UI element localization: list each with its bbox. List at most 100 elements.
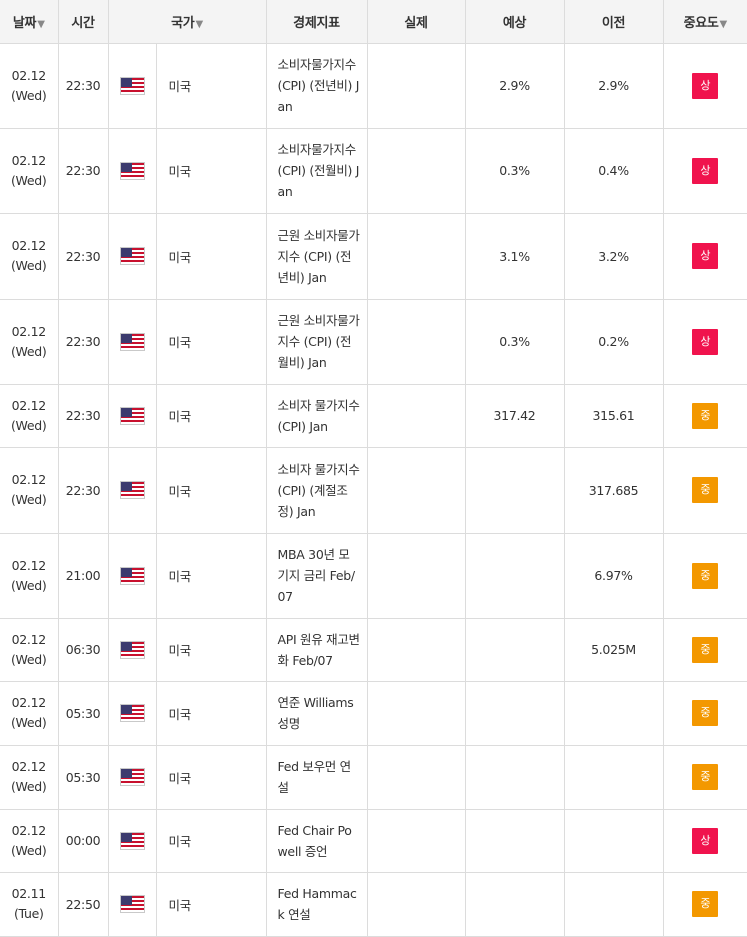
indicator-cell[interactable]: 소비자 물가지수(CPI) Jan — [265, 383, 368, 448]
event-time: 22:30 — [65, 334, 101, 349]
forecast-cell — [464, 680, 565, 746]
event-date: 02.11 — [11, 886, 47, 901]
table-row[interactable]: 02.12 (Wed) 21:00 미국 MBA 30년 모기지 금리 Feb/07 6.… — [0, 532, 747, 619]
indicator-cell[interactable]: 연준 Williams 성명 — [265, 680, 368, 746]
indicator-name[interactable]: Fed Hammack 연설 — [277, 886, 357, 922]
table-row[interactable]: 02.12 (Wed) 22:30 미국 근원 소비자물가지수 (CPI) (전월비) … — [0, 298, 747, 385]
table-row[interactable]: 02.12 (Wed) 22:30 미국 소비자물가지수 (CPI) (전년비) Jan… — [0, 42, 747, 129]
time-cell: 06:30 — [57, 617, 109, 682]
event-time: 06:30 — [65, 642, 101, 657]
date-column-header[interactable]: 날짜▼ — [0, 0, 59, 44]
time-cell: 22:30 — [57, 298, 109, 385]
importance-cell: 중 — [662, 617, 747, 682]
indicator-name[interactable]: API 원유 재고변화 Feb/07 — [277, 631, 361, 668]
table-row[interactable]: 02.12 (Wed) 22:30 미국 근원 소비자물가지수 (CPI) (전년비) … — [0, 212, 747, 300]
indicator-name[interactable]: 소비자 물가지수(CPI) (계절조정) Jan — [277, 461, 360, 519]
importance-column-header[interactable]: 중요도▼ — [662, 0, 747, 44]
table-row[interactable]: 02.12 (Wed) 06:30 미국 API 원유 재고변화 Feb/07 5.025… — [0, 617, 747, 682]
event-time: 21:00 — [65, 568, 101, 583]
indicator-name[interactable]: 소비자 물가지수(CPI) Jan — [277, 397, 360, 434]
indicator-cell[interactable]: 근원 소비자물가지수 (CPI) (전월비) Jan — [265, 298, 368, 385]
time-cell: 22:30 — [57, 446, 109, 534]
indicator-name[interactable]: MBA 30년 모기지 금리 Feb/07 — [277, 547, 356, 604]
table-row[interactable]: 02.12 (Wed) 05:30 미국 연준 Williams 성명 중 — [0, 680, 747, 746]
time-cell: 21:00 — [57, 532, 109, 619]
flag-cell — [107, 744, 157, 810]
indicator-name[interactable]: 소비자물가지수 (CPI) (전년비) Jan — [277, 57, 360, 114]
us-flag-icon — [119, 161, 145, 180]
indicator-cell[interactable]: 소비자 물가지수(CPI) (계절조정) Jan — [265, 446, 368, 534]
table-row[interactable]: 02.12 (Wed) 22:30 미국 소비자 물가지수(CPI) Jan 317.42… — [0, 383, 747, 448]
previous-cell — [563, 871, 664, 937]
importance-cell: 상 — [662, 808, 747, 873]
previous-cell: 5.025M — [563, 617, 664, 682]
event-date: 02.12 — [11, 472, 47, 487]
date-header-label: 날짜 — [12, 15, 37, 31]
event-date: 02.12 — [11, 238, 47, 253]
table-row[interactable]: 02.12 (Wed) 05:30 미국 Fed 보우먼 연설 중 — [0, 744, 747, 810]
event-weekday: (Wed) — [10, 779, 47, 794]
importance-badge: 중 — [692, 764, 719, 790]
event-weekday: (Wed) — [10, 842, 47, 858]
forecast-cell: 317.42 — [464, 383, 565, 448]
importance-cell: 중 — [662, 744, 747, 810]
us-flag-icon — [119, 481, 145, 499]
indicator-cell[interactable]: MBA 30년 모기지 금리 Feb/07 — [265, 532, 368, 619]
us-flag-icon — [119, 895, 145, 913]
event-date: 02.12 — [11, 822, 47, 838]
previous-header-label: 이전 — [601, 15, 626, 31]
indicator-column-header: 경제지표 — [265, 0, 368, 44]
sort-down-icon[interactable]: ▼ — [37, 18, 45, 30]
table-row[interactable]: 02.12 (Wed) 00:00 미국 Fed Chair Powell 증언 상 — [0, 808, 747, 873]
us-flag-icon — [119, 704, 145, 722]
forecast-value: 317.42 — [493, 408, 536, 423]
indicator-cell[interactable]: Fed Hammack 연설 — [265, 871, 368, 937]
previous-value: 5.025M — [591, 642, 636, 657]
indicator-cell[interactable]: API 원유 재고변화 Feb/07 — [265, 617, 368, 682]
indicator-cell[interactable]: 소비자물가지수 (CPI) (전년비) Jan — [265, 42, 368, 129]
event-weekday: (Wed) — [10, 258, 47, 273]
previous-value: 0.4% — [598, 163, 629, 178]
indicator-name[interactable]: 연준 Williams 성명 — [277, 695, 354, 731]
event-time: 22:30 — [65, 163, 101, 178]
date-cell: 02.12 (Wed) — [0, 127, 59, 214]
actual-cell — [366, 744, 466, 810]
time-cell: 22:50 — [57, 871, 109, 937]
country-cell: 미국 — [155, 212, 267, 300]
indicator-cell[interactable]: Fed Chair Powell 증언 — [265, 808, 368, 873]
date-cell: 02.12 (Wed) — [0, 298, 59, 385]
actual-cell — [366, 446, 466, 534]
table-row[interactable]: 02.11 (Tue) 22:50 미국 Fed Hammack 연설 중 — [0, 871, 747, 937]
flag-cell — [107, 298, 157, 385]
sort-down-icon[interactable]: ▼ — [719, 18, 728, 30]
country-cell: 미국 — [155, 42, 267, 129]
indicator-name[interactable]: 근원 소비자물가지수 (CPI) (전년비) Jan — [277, 227, 360, 285]
country-column-header[interactable]: 국가▼ — [107, 0, 267, 44]
table-row[interactable]: 02.12 (Wed) 22:30 미국 소비자 물가지수(CPI) (계절조정) Ja… — [0, 446, 747, 534]
indicator-name[interactable]: Fed 보우먼 연설 — [277, 759, 352, 795]
indicator-cell[interactable]: Fed 보우먼 연설 — [265, 744, 368, 810]
sort-down-icon[interactable]: ▼ — [195, 18, 203, 30]
actual-cell — [366, 532, 466, 619]
country-name: 미국 — [168, 335, 192, 350]
time-column-header: 시간 — [57, 0, 109, 44]
table-body: 02.12 (Wed) 22:30 미국 소비자물가지수 (CPI) (전년비) Jan… — [0, 42, 747, 937]
forecast-cell — [464, 808, 565, 873]
previous-cell: 2.9% — [563, 42, 664, 129]
importance-badge: 중 — [692, 891, 719, 917]
time-cell: 22:30 — [57, 42, 109, 129]
indicator-cell[interactable]: 소비자물가지수 (CPI) (전월비) Jan — [265, 127, 368, 214]
event-weekday: (Wed) — [10, 417, 47, 433]
country-name: 미국 — [168, 706, 192, 722]
indicator-name[interactable]: 소비자물가지수 (CPI) (전월비) Jan — [277, 142, 360, 199]
indicator-name[interactable]: Fed Chair Powell 증언 — [277, 822, 352, 859]
indicator-name[interactable]: 근원 소비자물가지수 (CPI) (전월비) Jan — [277, 313, 360, 370]
country-header-label: 국가 — [171, 15, 195, 31]
indicator-cell[interactable]: 근원 소비자물가지수 (CPI) (전년비) Jan — [265, 212, 368, 300]
importance-badge: 중 — [692, 562, 719, 589]
table-row[interactable]: 02.12 (Wed) 22:30 미국 소비자물가지수 (CPI) (전월비) Jan… — [0, 127, 747, 214]
previous-cell — [563, 680, 664, 746]
country-name: 미국 — [168, 643, 192, 658]
previous-cell: 6.97% — [563, 532, 664, 619]
